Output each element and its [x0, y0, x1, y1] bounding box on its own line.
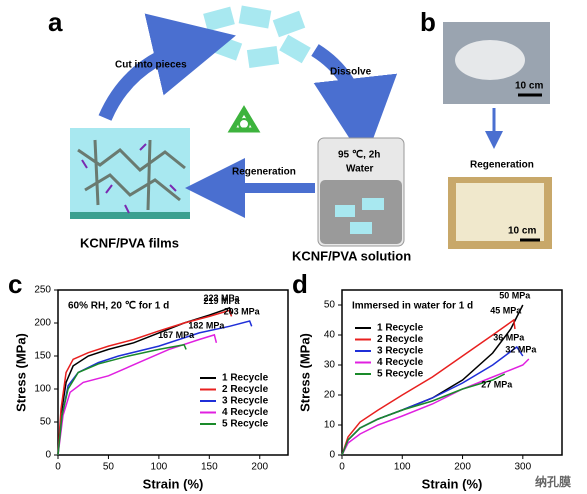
y-tick-label: 200 [34, 318, 51, 329]
y-tick-label: 0 [329, 450, 335, 461]
x-axis-label: Strain (%) [422, 476, 483, 491]
legend-label: 2 Recycle [222, 384, 269, 395]
peak-label: 32 MPa [505, 344, 537, 354]
label: Cut into pieces [115, 60, 187, 71]
pieces-illustration [203, 5, 311, 69]
panel-letter: b [420, 7, 436, 37]
x-tick-label: 0 [339, 462, 345, 473]
series-line [341, 373, 506, 456]
y-axis-label: Stress (MPa) [297, 333, 312, 412]
legend-label: 5 Recycle [222, 419, 269, 430]
arrow [311, 44, 398, 162]
y-tick-label: 10 [324, 420, 336, 431]
peak-label: 223 MPa [203, 293, 240, 303]
legend-label: 1 Recycle [222, 373, 269, 384]
x-axis-label: Strain (%) [143, 476, 204, 491]
legend-label: 1 Recycle [377, 323, 424, 334]
y-tick-label: 20 [324, 390, 336, 401]
peak-label: 182 MPa [188, 320, 225, 330]
y-tick-label: 30 [324, 360, 336, 371]
y-tick-label: 250 [34, 285, 51, 296]
y-tick-label: 50 [40, 417, 52, 428]
legend-label: 5 Recycle [377, 369, 424, 380]
label: KCNF/PVA solution [292, 248, 411, 263]
beaker [317, 137, 405, 247]
subtitle: 60% RH, 20 ℃ for 1 d [68, 301, 169, 312]
x-tick-label: 50 [103, 462, 115, 473]
plot-frame [341, 289, 563, 456]
legend-label: 4 Recycle [377, 357, 424, 368]
arrow [98, 13, 236, 121]
series-line [57, 343, 187, 456]
peak-label: 219 MPa [203, 296, 240, 306]
x-tick-label: 100 [151, 462, 168, 473]
label: Regeneration [470, 160, 534, 171]
x-tick-label: 300 [514, 462, 531, 473]
label: 10 cm [508, 226, 536, 237]
peak-label: 167 MPa [158, 330, 195, 340]
series-line [341, 358, 530, 456]
photo-fibers [455, 40, 525, 80]
label: 10 cm [515, 81, 543, 92]
x-tick-label: 200 [251, 462, 268, 473]
legend-label: 3 Recycle [377, 346, 424, 357]
y-tick-label: 0 [45, 450, 51, 461]
y-tick-label: 100 [34, 384, 51, 395]
recycle-icon [227, 105, 261, 133]
x-tick-label: 200 [454, 462, 471, 473]
y-axis-label: Stress (MPa) [13, 333, 28, 412]
label: Dissolve [330, 67, 372, 78]
legend-label: 3 Recycle [222, 396, 269, 407]
y-tick-label: 150 [34, 351, 51, 362]
panel-letter: d [292, 269, 308, 299]
subtitle: Immersed in water for 1 d [352, 301, 473, 312]
peak-label: 27 MPa [481, 379, 513, 389]
series-line [57, 306, 233, 456]
peak-label: 50 MPa [499, 290, 531, 300]
series-line [341, 318, 516, 456]
label: KCNF/PVA films [80, 235, 179, 250]
panel-letter: c [8, 269, 22, 299]
photo-film [456, 183, 544, 241]
legend-label: 4 Recycle [222, 407, 269, 418]
label: Water [346, 164, 374, 175]
film-illustration [70, 128, 190, 219]
label: 95 ℃, 2h [338, 150, 380, 161]
peak-label: 203 MPa [224, 306, 261, 316]
plot-frame [57, 289, 289, 456]
y-tick-label: 50 [324, 300, 336, 311]
peak-label: 36 MPa [493, 332, 525, 342]
panel-letter: a [48, 7, 63, 37]
peak-label: 45 MPa [490, 305, 522, 315]
label: Regeneration [232, 167, 296, 178]
watermark: 纳孔膜 [535, 474, 571, 489]
series-line [57, 333, 218, 456]
x-tick-label: 100 [394, 462, 411, 473]
series-line [57, 309, 233, 456]
legend-label: 2 Recycle [377, 334, 424, 345]
x-tick-label: 150 [201, 462, 218, 473]
x-tick-label: 0 [55, 462, 61, 473]
y-tick-label: 40 [324, 330, 336, 341]
